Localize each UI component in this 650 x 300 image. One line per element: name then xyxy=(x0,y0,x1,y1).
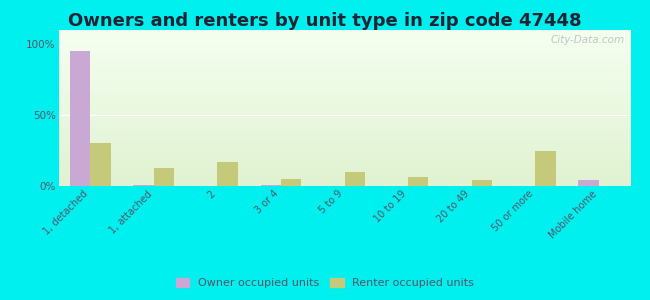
Text: Owners and renters by unit type in zip code 47448: Owners and renters by unit type in zip c… xyxy=(68,12,582,30)
Bar xyxy=(70,51,90,186)
Bar xyxy=(344,172,365,186)
Bar xyxy=(154,168,174,186)
Bar xyxy=(281,179,302,186)
Bar xyxy=(217,162,238,186)
Legend: Owner occupied units, Renter occupied units: Owner occupied units, Renter occupied un… xyxy=(172,274,478,291)
Bar xyxy=(261,184,281,186)
Bar xyxy=(90,143,110,186)
Bar xyxy=(578,180,599,186)
Bar xyxy=(535,151,556,186)
Bar xyxy=(133,184,154,186)
Bar xyxy=(408,178,428,186)
Bar xyxy=(472,180,492,186)
Text: City-Data.com: City-Data.com xyxy=(551,35,625,45)
